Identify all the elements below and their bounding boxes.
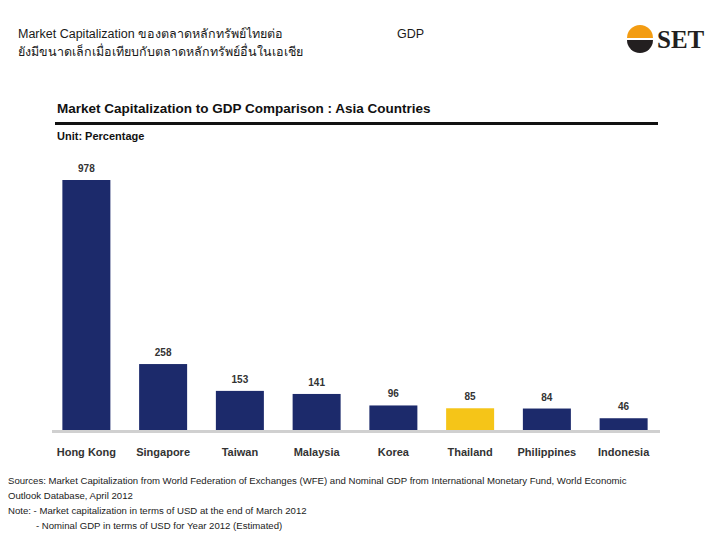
category-label: Taiwan xyxy=(222,446,259,458)
chart-title: Market Capitalization to GDP Comparison … xyxy=(57,101,431,116)
logo-text: SET xyxy=(657,26,705,53)
bar xyxy=(139,364,187,430)
data-label: 153 xyxy=(232,374,249,385)
category-label: Korea xyxy=(378,446,410,458)
baseline xyxy=(52,430,660,433)
data-label: 85 xyxy=(465,391,477,402)
logo-icon xyxy=(627,25,653,38)
bar xyxy=(62,180,110,430)
category-label: Malaysia xyxy=(294,446,341,458)
slide: Market Capitalization ของตลาดหลักทรัพย์ไ… xyxy=(0,0,720,540)
labels: 978 Hong Kong 258 Singapore 153 Taiwan 141 Mala… xyxy=(57,163,650,458)
chart-subtitle: Unit: Percentage xyxy=(57,130,144,142)
logo-icon xyxy=(627,40,653,53)
bar xyxy=(216,391,264,430)
bar xyxy=(369,405,417,430)
footnote: - Nominal GDP in terms of USD for Year 2… xyxy=(36,520,282,531)
data-label: 258 xyxy=(155,347,172,358)
footnote: Sources: Market Capitalization from Worl… xyxy=(8,475,627,486)
data-label: 46 xyxy=(618,401,630,412)
data-label: 96 xyxy=(388,388,400,399)
bar xyxy=(523,409,571,430)
page: {"header": {"line1": ["Market Capitaliza… xyxy=(0,0,720,540)
data-label: 978 xyxy=(78,163,95,174)
data-label: 141 xyxy=(308,377,325,388)
bars xyxy=(62,180,647,430)
footnote: Outlook Database, April 2012 xyxy=(8,490,133,501)
category-label: Hong Kong xyxy=(57,446,116,458)
category-label: Philippines xyxy=(518,446,577,458)
background xyxy=(0,0,720,540)
bar xyxy=(293,394,341,430)
header-text: GDP xyxy=(397,27,424,41)
category-label: Singapore xyxy=(136,446,190,458)
bar xyxy=(446,408,494,430)
title-rule xyxy=(55,122,658,125)
header-text: ยังมีขนาดเล็กเมื่อเทียบกับตลาดหลักทรัพย์… xyxy=(18,43,303,59)
category-label: Thailand xyxy=(448,446,493,458)
footnote: Note: - Market capitalization in terms o… xyxy=(8,505,307,516)
header-text: Market Capitalization ของตลาดหลักทรัพย์ไ… xyxy=(18,27,283,41)
logo: SET xyxy=(627,25,705,53)
bar xyxy=(600,418,648,430)
data-label: 84 xyxy=(541,392,553,403)
category-label: Indonesia xyxy=(598,446,650,458)
